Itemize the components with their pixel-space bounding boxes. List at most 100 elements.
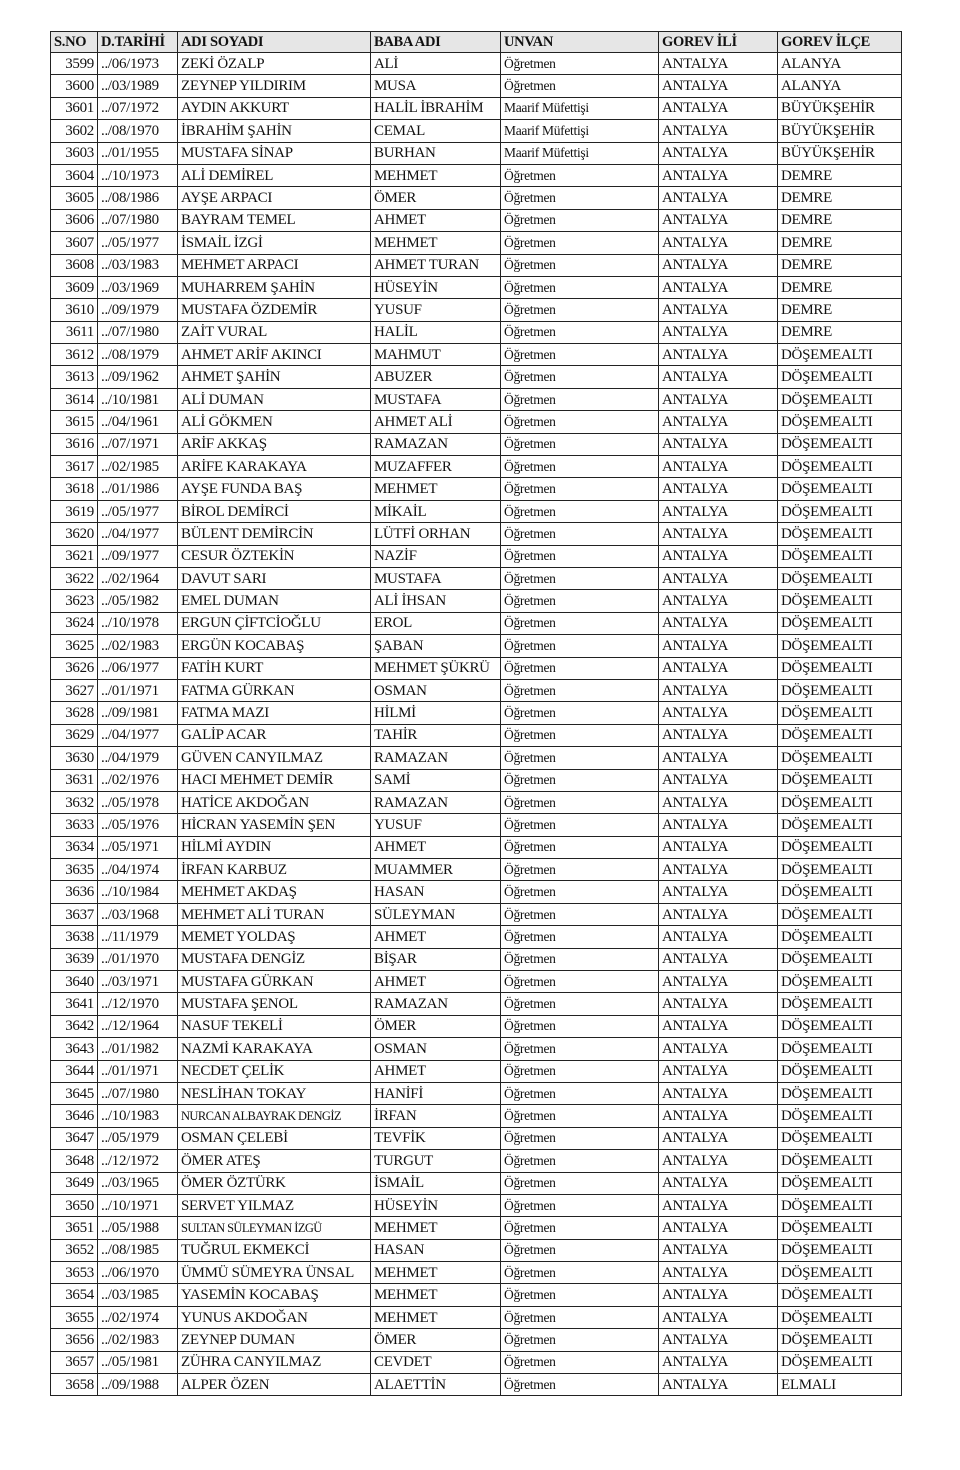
sno-cell: 3646	[50, 1104, 98, 1128]
sno-cell: 3605	[50, 186, 98, 210]
title-cell: Maarif Müfettişi	[500, 119, 659, 143]
father-name-cell: HALİL İBRAHİM	[370, 96, 501, 121]
header-birth-date: D.TARİHİ	[97, 31, 178, 53]
father-name-cell: HÜSEYİN	[370, 275, 501, 300]
sno-cell: 3627	[50, 678, 98, 703]
title-cell: Öğretmen	[500, 432, 659, 457]
father-name-cell: BİŞAR	[370, 947, 501, 972]
province-cell: ANTALYA	[658, 925, 778, 949]
district-cell: DÖŞEMEALTI	[777, 992, 902, 1016]
title-cell: Öğretmen	[500, 970, 659, 994]
district-cell: DEMRE	[777, 298, 902, 322]
district-cell: DÖŞEMEALTI	[777, 611, 902, 636]
district-cell: DÖŞEMEALTI	[777, 410, 902, 434]
province-cell: ANTALYA	[658, 96, 778, 121]
name-cell: MEHMET ARPACI	[177, 253, 371, 277]
title-cell: Öğretmen	[500, 1149, 659, 1173]
name-cell: ALİ DEMİREL	[177, 163, 371, 188]
sno-cell: 3614	[50, 387, 98, 412]
sno-cell: 3635	[50, 858, 98, 882]
birth-date-cell: ../07/1972	[97, 96, 178, 121]
table-row: 3644 ../01/1971 NECDET ÇELİK AHMET Öğretmen A…	[50, 1059, 902, 1083]
name-cell: MEHMET AKDAŞ	[177, 880, 371, 904]
province-cell: ANTALYA	[658, 902, 778, 927]
district-cell: DÖŞEMEALTI	[777, 499, 902, 524]
name-cell: MEMET YOLDAŞ	[177, 925, 371, 949]
table-row: 3654 ../03/1985 YASEMİN KOCABAŞ MEHMET Öğret…	[50, 1283, 902, 1307]
title-cell: Öğretmen	[500, 1059, 659, 1083]
father-name-cell: AHMET ALİ	[370, 410, 501, 434]
sno-cell: 3639	[50, 947, 98, 972]
province-cell: ANTALYA	[658, 970, 778, 994]
district-cell: DÖŞEMEALTI	[777, 925, 902, 949]
table-row: 3604 ../10/1973 ALİ DEMİREL MEHMET Öğretmen A…	[50, 163, 902, 188]
district-cell: DEMRE	[777, 275, 902, 300]
birth-date-cell: ../03/1971	[97, 970, 178, 994]
sno-cell: 3618	[50, 477, 98, 501]
title-cell: Öğretmen	[500, 410, 659, 434]
district-cell: DEMRE	[777, 163, 902, 188]
district-cell: ALANYA	[777, 51, 902, 76]
province-cell: ANTALYA	[658, 835, 778, 860]
father-name-cell: HALİL	[370, 320, 501, 345]
name-cell: İBRAHİM ŞAHİN	[177, 119, 371, 143]
sno-cell: 3622	[50, 566, 98, 591]
district-cell: DÖŞEMEALTI	[777, 1171, 902, 1195]
sno-cell: 3617	[50, 455, 98, 479]
sno-cell: 3619	[50, 499, 98, 524]
district-cell: DÖŞEMEALTI	[777, 970, 902, 994]
province-cell: ANTALYA	[658, 589, 778, 613]
title-cell: Öğretmen	[500, 74, 659, 98]
name-cell: NURCAN ALBAYRAK DENGİZ	[177, 1104, 371, 1128]
province-cell: ANTALYA	[658, 544, 778, 568]
sno-cell: 3655	[50, 1305, 98, 1330]
name-cell: NECDET ÇELİK	[177, 1059, 371, 1083]
province-cell: ANTALYA	[658, 634, 778, 658]
sno-cell: 3649	[50, 1171, 98, 1195]
birth-date-cell: ../07/1971	[97, 432, 178, 457]
sno-cell: 3651	[50, 1216, 98, 1240]
name-cell: TUĞRUL EKMEKCİ	[177, 1238, 371, 1263]
birth-date-cell: ../04/1979	[97, 746, 178, 770]
table-row: 3637 ../03/1968 MEHMET ALİ TURAN SÜLEYMAN Öğ…	[50, 902, 902, 927]
province-cell: ANTALYA	[658, 320, 778, 345]
sno-cell: 3602	[50, 119, 98, 143]
sno-cell: 3623	[50, 589, 98, 613]
district-cell: DÖŞEMEALTI	[777, 634, 902, 658]
district-cell: DÖŞEMEALTI	[777, 1081, 902, 1106]
district-cell: DÖŞEMEALTI	[777, 1328, 902, 1352]
table-row: 3625 ../02/1983 ERGÜN KOCABAŞ ŞABAN Öğretmen…	[50, 634, 902, 658]
father-name-cell: TURGUT	[370, 1149, 501, 1173]
table-row: 3657 ../05/1981 ZÜHRA CANYILMAZ CEVDET Öğret…	[50, 1350, 902, 1375]
district-cell: DÖŞEMEALTI	[777, 365, 902, 389]
father-name-cell: MEHMET	[370, 1261, 501, 1285]
birth-date-cell: ../05/1977	[97, 499, 178, 524]
table-row: 3658 ../09/1988 ALPER ÖZEN ALAETTİN Öğretmen…	[50, 1373, 902, 1397]
sno-cell: 3616	[50, 432, 98, 457]
sno-cell: 3648	[50, 1149, 98, 1173]
district-cell: DÖŞEMEALTI	[777, 566, 902, 591]
father-name-cell: MEHMET	[370, 163, 501, 188]
birth-date-cell: ../12/1972	[97, 1149, 178, 1173]
name-cell: YUNUS AKDOĞAN	[177, 1305, 371, 1330]
sno-cell: 3645	[50, 1081, 98, 1106]
father-name-cell: AHMET	[370, 835, 501, 860]
province-cell: ANTALYA	[658, 1193, 778, 1218]
district-cell: DÖŞEMEALTI	[777, 387, 902, 412]
father-name-cell: MUAMMER	[370, 858, 501, 882]
sno-cell: 3608	[50, 253, 98, 277]
district-cell: DÖŞEMEALTI	[777, 1104, 902, 1128]
father-name-cell: SAMİ	[370, 768, 501, 792]
father-name-cell: MUSTAFA	[370, 566, 501, 591]
father-name-cell: CEMAL	[370, 119, 501, 143]
district-cell: DÖŞEMEALTI	[777, 701, 902, 725]
name-cell: ALİ GÖKMEN	[177, 410, 371, 434]
title-cell: Öğretmen	[500, 656, 659, 680]
table-row: 3642 ../12/1964 NASUF TEKELİ ÖMER Öğretmen AN…	[50, 1014, 902, 1039]
title-cell: Öğretmen	[500, 1238, 659, 1263]
table-row: 3640 ../03/1971 MUSTAFA GÜRKAN AHMET Öğretme…	[50, 970, 902, 994]
birth-date-cell: ../10/1978	[97, 611, 178, 636]
father-name-cell: HASAN	[370, 1238, 501, 1263]
table-row: 3643 ../01/1982 NAZMİ KARAKAYA OSMAN Öğretme…	[50, 1037, 902, 1061]
title-cell: Öğretmen	[500, 701, 659, 725]
